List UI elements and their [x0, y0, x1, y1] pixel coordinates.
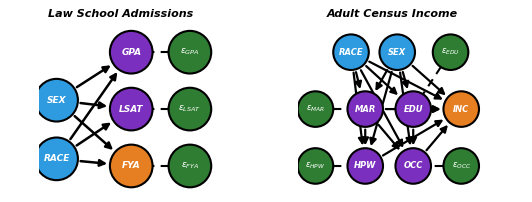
Circle shape [298, 91, 333, 127]
Circle shape [298, 148, 333, 184]
Text: $\mathit{\epsilon}_{GPA}$: $\mathit{\epsilon}_{GPA}$ [180, 47, 200, 57]
Circle shape [395, 148, 431, 184]
Circle shape [169, 145, 211, 187]
Text: INC: INC [453, 105, 469, 114]
Text: Adult Census Income: Adult Census Income [327, 9, 458, 19]
Text: $\mathit{\epsilon}_{OCC}$: $\mathit{\epsilon}_{OCC}$ [452, 161, 471, 171]
Circle shape [169, 88, 211, 130]
Circle shape [444, 91, 479, 127]
Text: $\mathit{\epsilon}_{MAR}$: $\mathit{\epsilon}_{MAR}$ [306, 104, 325, 114]
Circle shape [35, 79, 78, 122]
Text: $\mathit{\epsilon}_{FYA}$: $\mathit{\epsilon}_{FYA}$ [181, 161, 199, 171]
Circle shape [110, 31, 153, 74]
Text: $\mathit{\epsilon}_{LSAT}$: $\mathit{\epsilon}_{LSAT}$ [178, 104, 202, 114]
Circle shape [379, 34, 415, 70]
Text: MAR: MAR [354, 105, 376, 114]
Circle shape [433, 34, 468, 70]
Circle shape [35, 138, 78, 180]
Circle shape [169, 31, 211, 74]
Text: RACE: RACE [44, 154, 70, 163]
Circle shape [110, 88, 153, 130]
Text: Law School Admissions: Law School Admissions [48, 9, 193, 19]
Text: HPW: HPW [354, 161, 377, 170]
Circle shape [347, 91, 383, 127]
Text: GPA: GPA [121, 48, 142, 57]
Circle shape [395, 91, 431, 127]
Text: EDU: EDU [403, 105, 423, 114]
Circle shape [333, 34, 369, 70]
Text: LSAT: LSAT [119, 105, 144, 114]
Text: RACE: RACE [339, 48, 363, 57]
Text: $\mathit{\epsilon}_{HPW}$: $\mathit{\epsilon}_{HPW}$ [305, 161, 326, 171]
Circle shape [347, 148, 383, 184]
Text: SEX: SEX [47, 96, 66, 105]
Text: SEX: SEX [388, 48, 406, 57]
Text: FYA: FYA [122, 161, 140, 170]
Text: OCC: OCC [404, 161, 423, 170]
Circle shape [444, 148, 479, 184]
Text: $\mathit{\epsilon}_{EDU}$: $\mathit{\epsilon}_{EDU}$ [441, 47, 460, 57]
Circle shape [110, 145, 153, 187]
